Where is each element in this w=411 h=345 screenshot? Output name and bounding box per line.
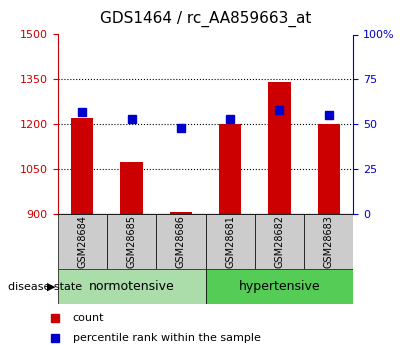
Text: GSM28684: GSM28684	[77, 215, 87, 268]
Text: percentile rank within the sample: percentile rank within the sample	[73, 333, 261, 343]
Text: GSM28683: GSM28683	[324, 215, 334, 268]
Bar	[156, 214, 206, 269]
Text: GDS1464 / rc_AA859663_at: GDS1464 / rc_AA859663_at	[100, 10, 311, 27]
Text: hypertensive: hypertensive	[239, 280, 320, 293]
Bar	[107, 214, 156, 269]
Bar	[58, 269, 206, 304]
Bar	[206, 214, 255, 269]
Text: GSM28685: GSM28685	[127, 215, 136, 268]
Bar	[255, 214, 304, 269]
Bar	[304, 214, 353, 269]
Text: GSM28681: GSM28681	[225, 215, 235, 268]
Text: GSM28682: GSM28682	[275, 215, 284, 268]
Text: disease state: disease state	[8, 282, 82, 292]
Bar	[58, 214, 107, 269]
Bar	[219, 124, 241, 214]
Bar	[170, 213, 192, 214]
Bar	[268, 82, 291, 214]
Text: GSM28686: GSM28686	[176, 215, 186, 268]
Text: ▶: ▶	[47, 282, 55, 292]
Bar	[318, 124, 340, 214]
Bar	[206, 269, 353, 304]
Bar	[71, 118, 93, 214]
Bar	[120, 161, 143, 214]
Text: normotensive: normotensive	[89, 280, 174, 293]
Text: count: count	[73, 313, 104, 323]
